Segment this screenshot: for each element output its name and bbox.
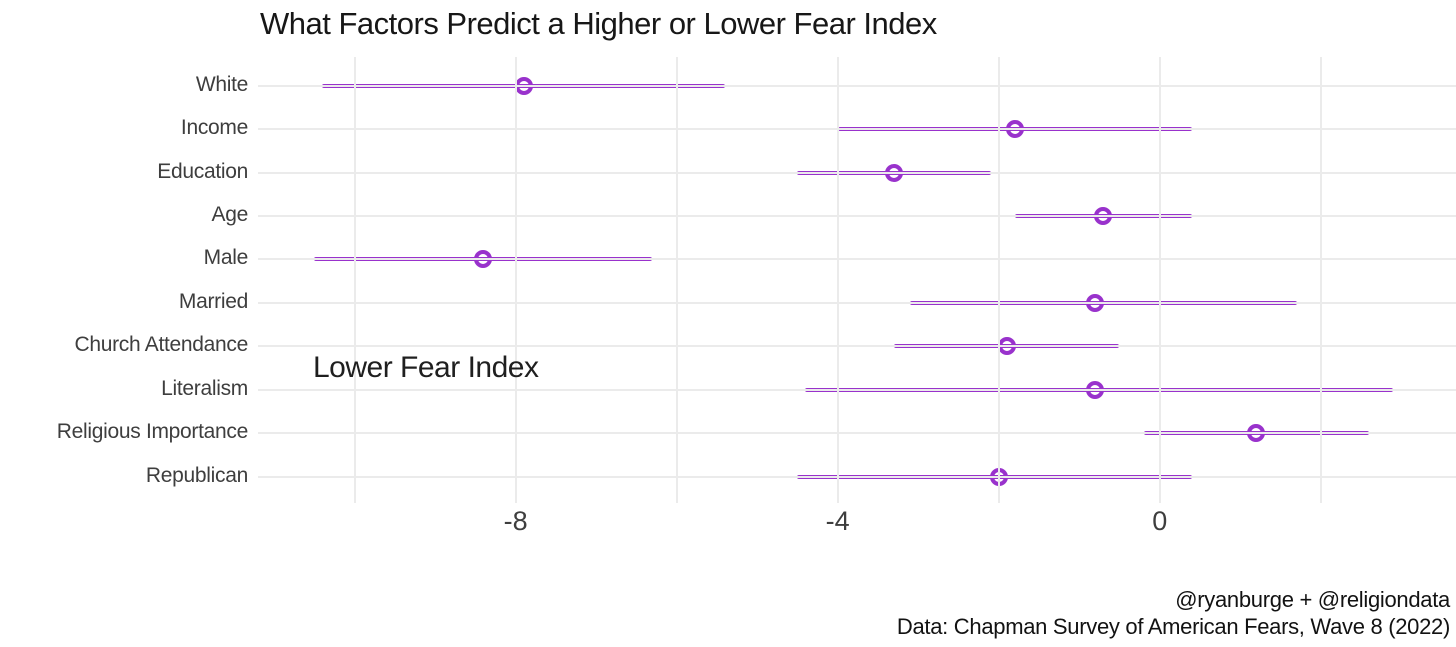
- y-axis-label: Married: [178, 289, 248, 313]
- y-axis-label: Income: [180, 116, 248, 140]
- row-gridline: [258, 84, 1456, 87]
- row-gridline: [258, 128, 1456, 131]
- chart-title: What Factors Predict a Higher or Lower F…: [260, 6, 937, 41]
- y-axis-label: Age: [211, 203, 249, 227]
- caption-source: Data: Chapman Survey of American Fears, …: [896, 614, 1450, 640]
- x-tick-label: -4: [825, 506, 850, 536]
- row-gridline: [258, 388, 1456, 391]
- caption-authors: @ryanburge + @religiondata: [1175, 587, 1450, 613]
- row-gridline: [258, 475, 1456, 478]
- x-gridline: [675, 57, 678, 503]
- y-axis-label: Religious Importance: [56, 420, 249, 444]
- x-gridline: [836, 57, 839, 503]
- y-axis-label: White: [195, 72, 248, 96]
- x-tick-label: -8: [503, 506, 528, 536]
- x-gridline: [514, 57, 517, 503]
- row-gridline: [258, 258, 1456, 261]
- row-gridline: [258, 345, 1456, 348]
- row-gridline: [258, 301, 1456, 304]
- x-gridline: [997, 57, 1000, 503]
- y-axis-label: Male: [203, 246, 249, 270]
- row-gridline: [258, 432, 1456, 435]
- x-tick-label: 0: [1152, 506, 1168, 536]
- row-gridline: [258, 215, 1456, 218]
- x-gridline: [1319, 57, 1322, 503]
- y-axis-label: Literalism: [161, 376, 248, 400]
- x-gridline: [353, 57, 356, 503]
- x-gridline: [1158, 57, 1161, 503]
- chart-caption: @ryanburge + @religiondata Data: Chapman…: [897, 587, 1450, 641]
- row-gridline: [258, 171, 1456, 174]
- y-axis-label: Education: [157, 159, 248, 183]
- y-axis-label: Church Attendance: [74, 333, 248, 357]
- y-axis-label: Republican: [145, 463, 248, 487]
- annotation-lower-fear-index: Lower Fear Index: [313, 351, 539, 384]
